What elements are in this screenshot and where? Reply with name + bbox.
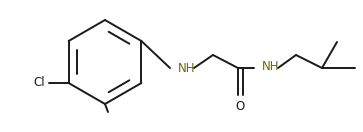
Text: O: O: [235, 100, 245, 112]
Text: NH: NH: [178, 62, 196, 76]
Text: NH: NH: [262, 60, 280, 74]
Text: Cl: Cl: [33, 77, 45, 89]
